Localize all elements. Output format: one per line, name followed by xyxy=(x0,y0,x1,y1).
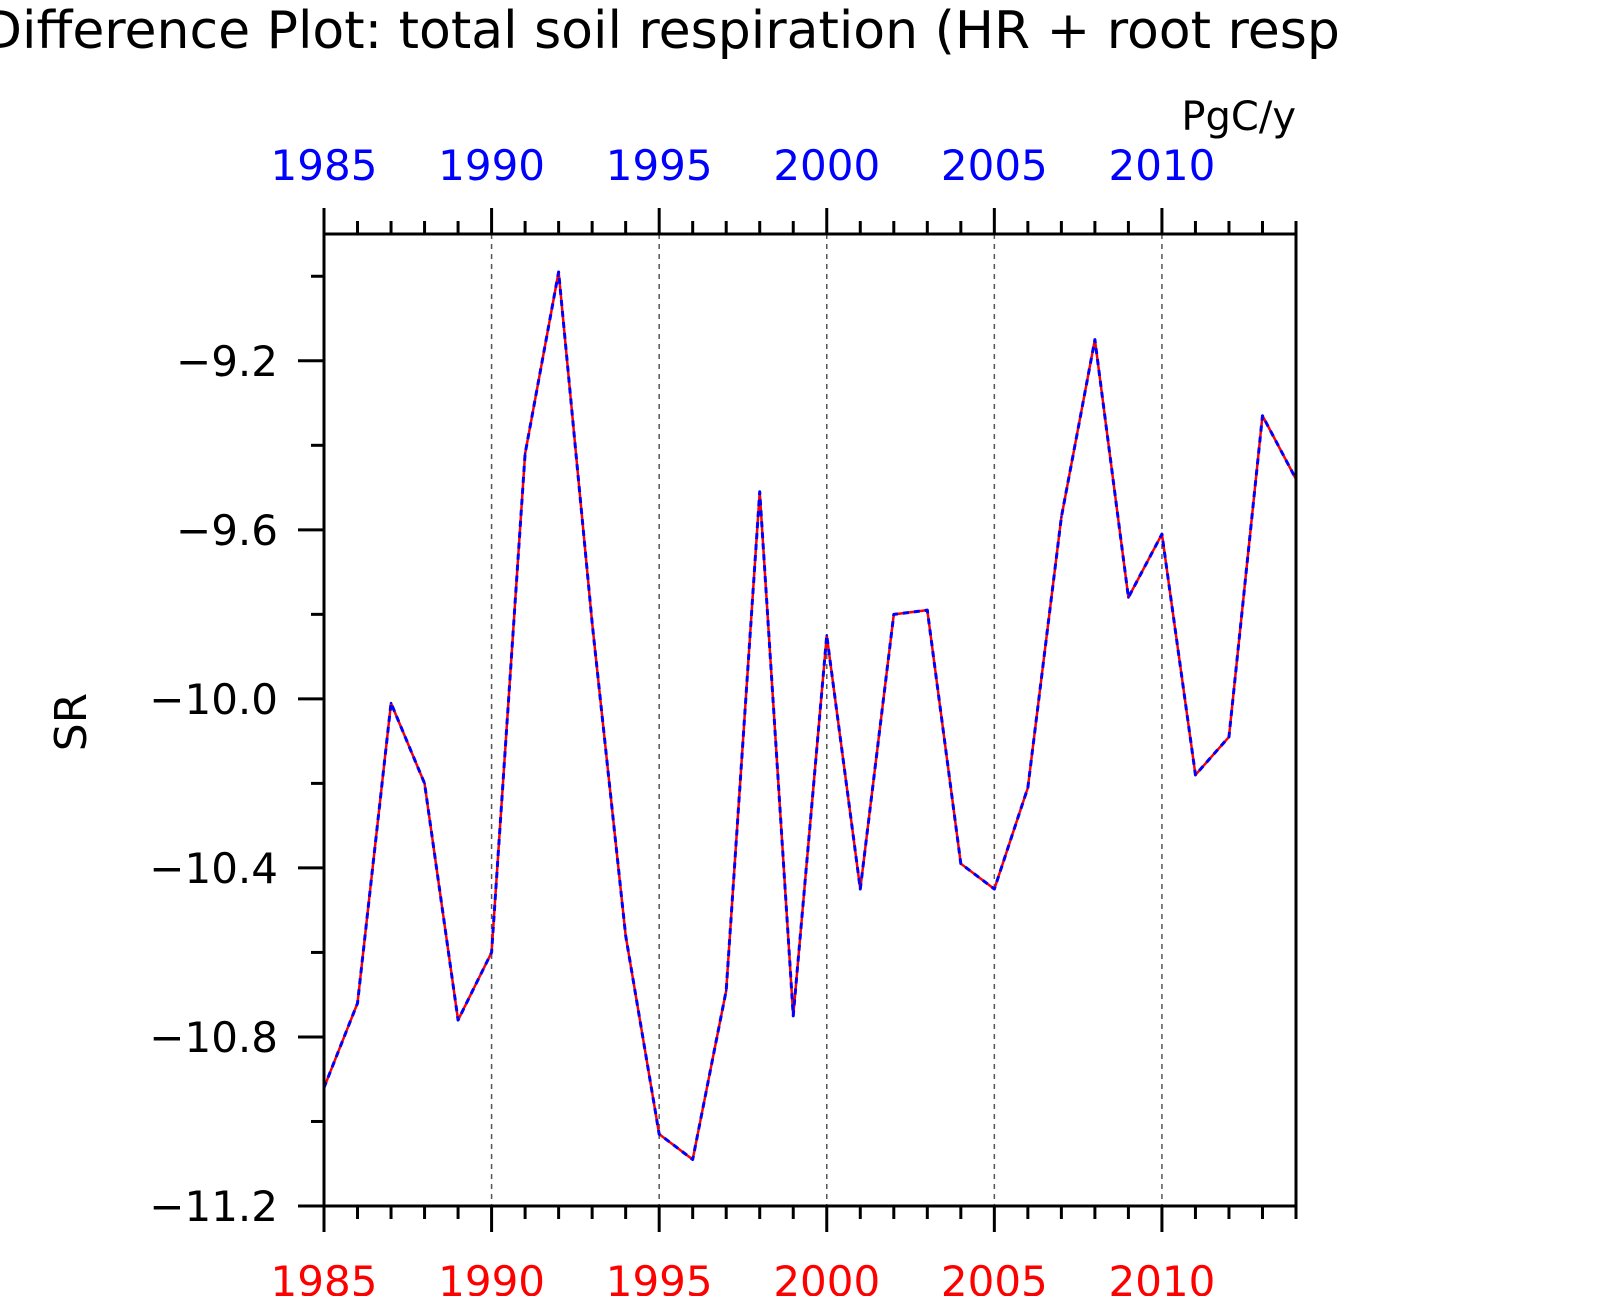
grid-layer xyxy=(490,234,1163,1206)
tick-labels-layer: −9.2 −9.6 −10.0 −10.4 −10.8 −11.2 1985 1985 1990… xyxy=(149,141,1215,1300)
x-tick-label-bottom: 2000 xyxy=(773,1257,880,1296)
x-tick-label-top: 2010 xyxy=(1108,141,1215,190)
data-point xyxy=(1093,338,1097,341)
data-point xyxy=(1127,596,1130,599)
y-tick-label: −10.8 xyxy=(149,1013,278,1062)
x-tick-label-top: 2005 xyxy=(941,141,1048,190)
x-tick-label-top: 1995 xyxy=(606,141,713,190)
data-point xyxy=(892,613,895,616)
data-point xyxy=(356,1001,359,1005)
series-line-1 xyxy=(322,270,1298,1161)
data-point xyxy=(590,621,594,624)
series-layer xyxy=(322,270,1298,1162)
data-point xyxy=(1227,735,1231,739)
x-tick-label-top: 1985 xyxy=(271,141,378,190)
x-tick-label-top: 2000 xyxy=(773,141,880,190)
plot-frame xyxy=(322,232,1298,1208)
data-point xyxy=(523,452,527,455)
data-point xyxy=(758,490,761,493)
data-point xyxy=(624,934,627,937)
data-point xyxy=(1261,414,1264,417)
x-tick-label-bottom: 2010 xyxy=(1108,1257,1215,1296)
y-tick-label: −9.6 xyxy=(176,506,278,555)
x-tick-label-bottom: 2005 xyxy=(941,1257,1048,1296)
data-point xyxy=(993,887,996,891)
x-tick-label-bottom: 1990 xyxy=(438,1257,545,1296)
data-point xyxy=(423,782,426,785)
data-point xyxy=(792,1014,795,1018)
data-point xyxy=(691,1158,694,1161)
data-point xyxy=(389,701,393,705)
data-point xyxy=(456,1018,460,1022)
series-line-2 xyxy=(322,270,1298,1162)
data-point xyxy=(825,634,828,637)
chart-title: Difference Plot: total soil respiration … xyxy=(0,1,1340,61)
units-label: PgC/y xyxy=(1181,94,1296,140)
data-point xyxy=(1160,532,1164,536)
x-tick-label-bottom: 1995 xyxy=(606,1257,713,1296)
data-point xyxy=(557,270,560,274)
data-point xyxy=(1060,515,1063,519)
data-point xyxy=(926,608,929,612)
y-tick-label: −10.0 xyxy=(149,675,278,724)
ticks-layer xyxy=(298,208,1298,1232)
x-tick-label-bottom: 1985 xyxy=(271,1257,378,1296)
data-point xyxy=(725,989,728,992)
y-axis-label: SR xyxy=(46,693,97,752)
y-tick-label: −10.4 xyxy=(149,844,278,893)
data-point xyxy=(1194,773,1197,777)
data-point xyxy=(1026,786,1030,789)
data-point xyxy=(490,951,493,954)
y-tick-label: −9.2 xyxy=(176,337,278,386)
data-point xyxy=(959,862,963,865)
x-tick-label-top: 1990 xyxy=(438,141,545,190)
data-point xyxy=(657,1132,661,1136)
data-point xyxy=(859,887,862,891)
y-tick-label: −11.2 xyxy=(149,1182,278,1231)
